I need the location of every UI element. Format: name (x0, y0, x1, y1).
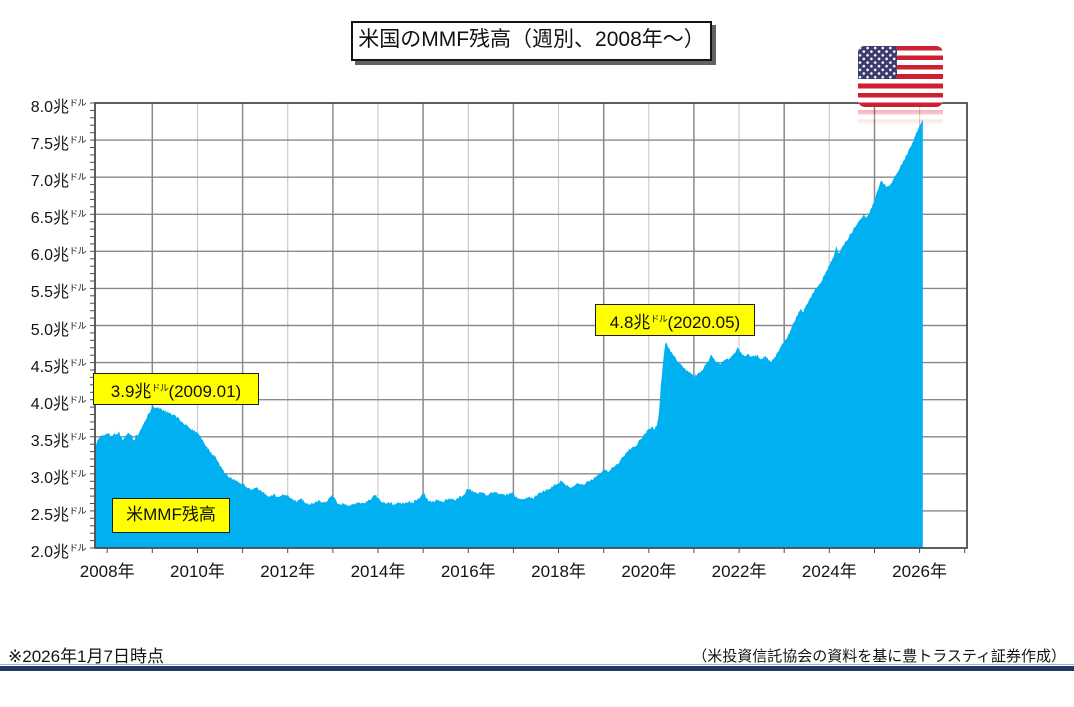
y-axis-labels: 8.0兆ドル 7.5兆ドル 7.0兆ドル 6.5兆ドル 6.0兆ドル 5.5兆ドル 5.0兆… (0, 0, 90, 600)
us-flag-canton (858, 46, 897, 79)
footnote-source: （米投資信託協会の資料を基に豊トラスティ証券作成） (692, 648, 1066, 665)
y-axis-tick-label: 4.5兆ドル (30, 357, 87, 376)
y-axis-tick-label: 5.0兆ドル (30, 320, 87, 339)
x-axis-tick-label: 2014年 (350, 562, 406, 581)
y-axis-tick-label: 3.0兆ドル (30, 468, 87, 487)
annotation-2020-peak: 4.8兆ドル(2020.05) (595, 304, 755, 336)
us-flag-reflection (858, 110, 943, 127)
annotation-date: (2009.01) (168, 382, 242, 401)
y-axis-tick-label: 2.5兆ドル (30, 505, 87, 524)
x-axis-tick-label: 2024年 (801, 562, 857, 581)
y-axis-tick-label: 4.0兆ドル (30, 394, 87, 413)
x-axis-tick-label: 2012年 (260, 562, 316, 581)
x-axis-tick-label: 2018年 (531, 562, 586, 581)
us-flag-icon (858, 46, 943, 107)
x-axis-labels: 2008年 2010年 2012年 2014年 2016年 2018年 2020年 2022年… (0, 557, 1074, 581)
y-axis-tick-label: 3.5兆ドル (30, 431, 87, 450)
y-axis-tick-label: 6.5兆ドル (30, 209, 87, 228)
footer-divider (0, 664, 1074, 671)
y-axis-tick-label: 7.5兆ドル (30, 135, 87, 154)
annotation-unit: ドル (650, 314, 668, 324)
y-axis-tick-label: 2.0兆ドル (30, 543, 87, 561)
annotation-date: (2020.05) (667, 313, 741, 332)
x-axis-tick-label: 2022年 (711, 562, 767, 581)
footnote-asof-date: ※2026年1月7日時点 (8, 647, 164, 666)
annotation-value: 3.9兆 (110, 382, 152, 401)
annotation-2009-peak: 3.9兆ドル(2009.01) (93, 373, 259, 405)
series-label: 米MMF残高 (112, 498, 230, 533)
x-axis-tick-label: 2010年 (170, 562, 225, 581)
annotation-value: 4.8兆 (609, 313, 651, 332)
x-axis-tick-label: 2016年 (440, 562, 496, 581)
y-axis-tick-label: 6.0兆ドル (30, 246, 87, 265)
x-axis-tick-label: 2020年 (621, 562, 677, 581)
y-axis-tick-label: 7.0兆ドル (30, 172, 87, 191)
y-axis-tick-label: 8.0兆ドル (30, 98, 87, 116)
x-axis-tick-label: 2026年 (892, 562, 948, 581)
x-axis-tick-label: 2008年 (79, 562, 135, 581)
y-axis-tick-label: 5.5兆ドル (30, 283, 87, 302)
annotation-unit: ドル (151, 383, 169, 393)
chart-title: 米国のMMF残高（週別、2008年～） (351, 21, 712, 61)
